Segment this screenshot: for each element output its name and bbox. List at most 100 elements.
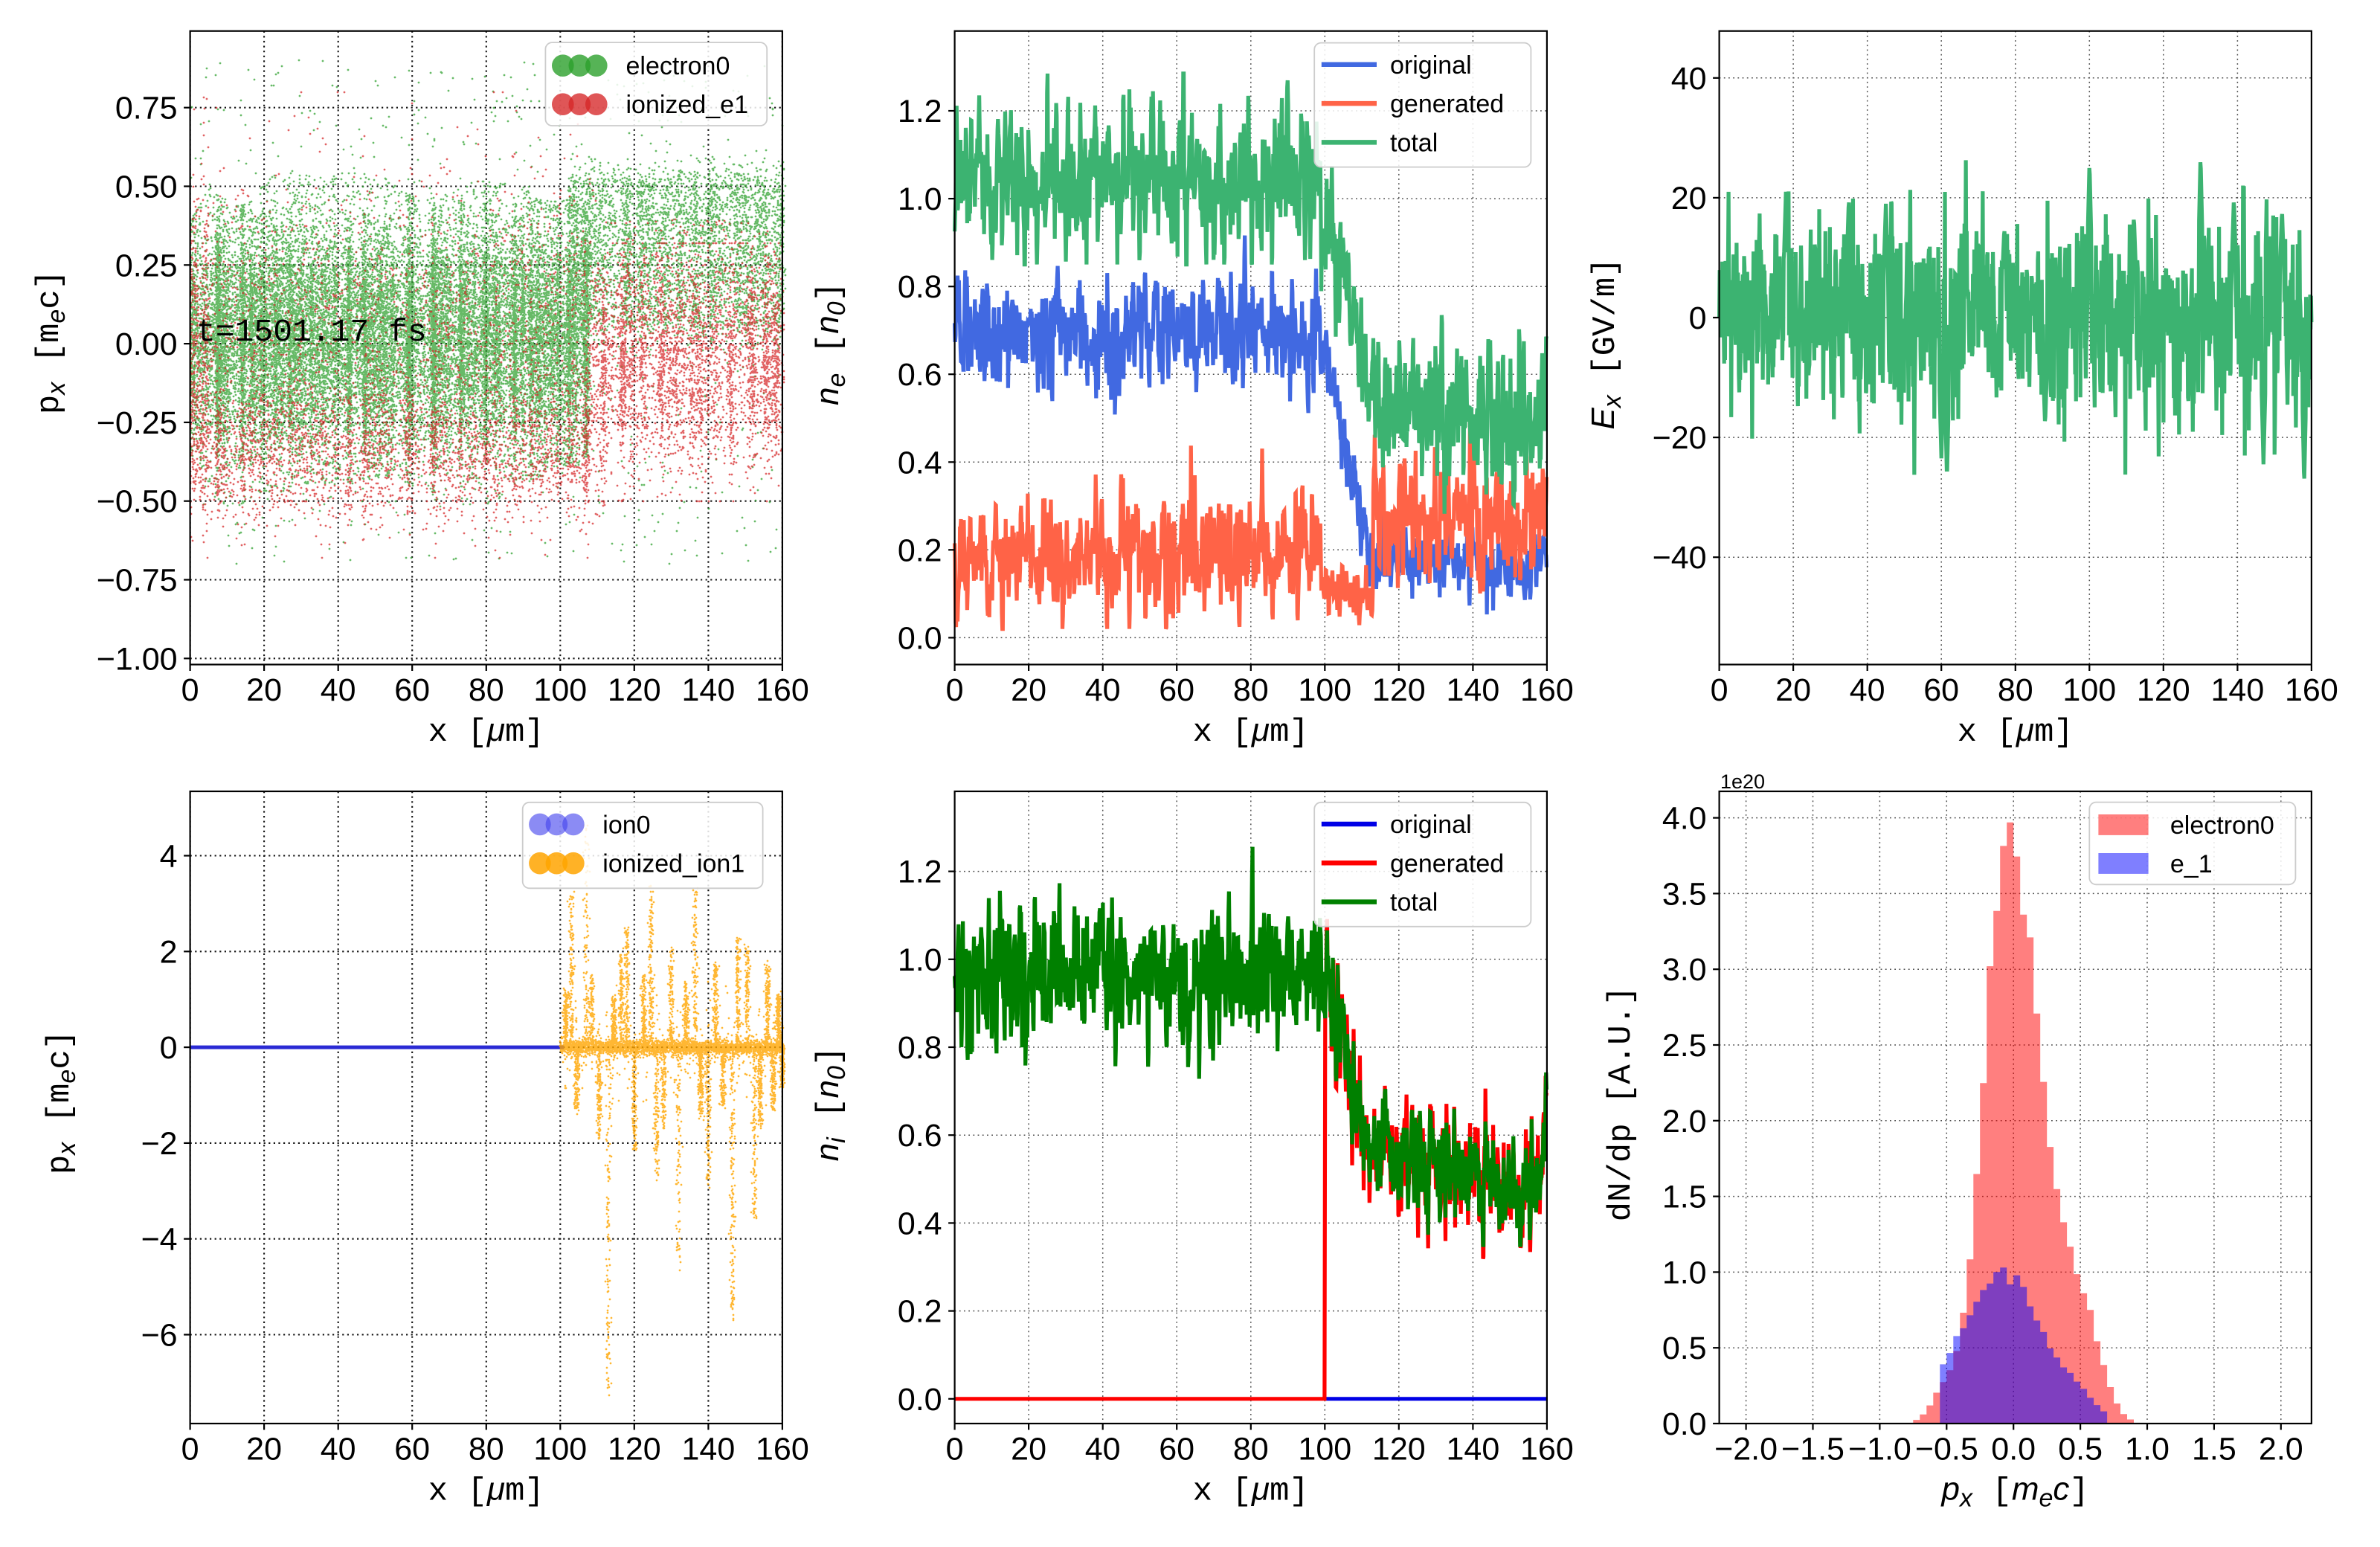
svg-text:x [μm]: x [μm] bbox=[1193, 1471, 1309, 1511]
svg-text:0.2: 0.2 bbox=[898, 533, 942, 568]
svg-text:140: 140 bbox=[1447, 1432, 1500, 1467]
svg-text:−0.50: −0.50 bbox=[97, 484, 178, 520]
svg-text:0.0: 0.0 bbox=[898, 620, 942, 656]
svg-text:60: 60 bbox=[394, 1432, 430, 1467]
svg-text:60: 60 bbox=[394, 672, 430, 708]
svg-text:−0.75: −0.75 bbox=[97, 563, 178, 599]
svg-text:160: 160 bbox=[1520, 672, 1574, 708]
svg-text:electron0: electron0 bbox=[626, 52, 730, 80]
svg-text:0: 0 bbox=[181, 672, 199, 708]
svg-text:4.0: 4.0 bbox=[1662, 801, 1707, 837]
svg-text:−1.5: −1.5 bbox=[1781, 1432, 1844, 1467]
svg-text:80: 80 bbox=[1233, 1432, 1269, 1467]
svg-text:0.2: 0.2 bbox=[898, 1294, 942, 1330]
svg-text:electron0: electron0 bbox=[2170, 811, 2274, 840]
svg-text:20: 20 bbox=[246, 672, 282, 708]
svg-text:original: original bbox=[1390, 811, 1472, 839]
svg-text:ionized_ion1: ionized_ion1 bbox=[602, 850, 744, 878]
svg-text:80: 80 bbox=[1998, 672, 2033, 708]
svg-text:ion0: ion0 bbox=[602, 811, 650, 839]
svg-text:120: 120 bbox=[608, 1432, 661, 1467]
svg-text:x [μm]: x [μm] bbox=[428, 712, 544, 751]
svg-text:total: total bbox=[1390, 889, 1438, 917]
svg-text:ionized_e1: ionized_e1 bbox=[626, 91, 748, 119]
svg-text:20: 20 bbox=[1671, 181, 1707, 216]
svg-text:x [μm]: x [μm] bbox=[428, 1471, 544, 1511]
svg-text:original: original bbox=[1390, 51, 1472, 80]
svg-text:0.8: 0.8 bbox=[898, 269, 942, 305]
svg-text:20: 20 bbox=[1011, 672, 1046, 708]
svg-text:0.8: 0.8 bbox=[898, 1030, 942, 1066]
svg-text:3.5: 3.5 bbox=[1662, 876, 1707, 912]
svg-text:generated: generated bbox=[1390, 90, 1504, 118]
svg-text:ni [n0]: ni [n0] bbox=[809, 1046, 851, 1162]
svg-text:total: total bbox=[1390, 129, 1438, 157]
svg-text:120: 120 bbox=[608, 672, 661, 708]
svg-text:0.4: 0.4 bbox=[898, 1206, 942, 1241]
svg-text:−1.00: −1.00 bbox=[97, 641, 178, 677]
svg-text:160: 160 bbox=[1520, 1432, 1574, 1467]
svg-text:120: 120 bbox=[1372, 1432, 1426, 1467]
svg-text:2.5: 2.5 bbox=[1662, 1028, 1707, 1064]
svg-text:−4: −4 bbox=[141, 1222, 178, 1258]
svg-text:0.6: 0.6 bbox=[898, 357, 942, 393]
svg-text:140: 140 bbox=[682, 1432, 736, 1467]
svg-text:100: 100 bbox=[533, 672, 587, 708]
svg-text:0: 0 bbox=[160, 1030, 178, 1066]
svg-text:2.0: 2.0 bbox=[2259, 1432, 2303, 1467]
svg-text:1.5: 1.5 bbox=[1662, 1180, 1707, 1215]
svg-text:t=1501.17 fs: t=1501.17 fs bbox=[196, 314, 427, 350]
svg-text:0: 0 bbox=[1689, 300, 1707, 336]
svg-text:160: 160 bbox=[756, 672, 809, 708]
svg-text:0.4: 0.4 bbox=[898, 445, 942, 480]
svg-text:1.0: 1.0 bbox=[2125, 1432, 2170, 1467]
svg-text:140: 140 bbox=[682, 672, 736, 708]
svg-text:80: 80 bbox=[469, 1432, 504, 1467]
svg-text:20: 20 bbox=[246, 1432, 282, 1467]
svg-text:0.5: 0.5 bbox=[2058, 1432, 2103, 1467]
svg-text:40: 40 bbox=[321, 672, 356, 708]
svg-text:1e20: 1e20 bbox=[1720, 771, 1765, 793]
svg-text:1.2: 1.2 bbox=[898, 855, 942, 890]
svg-text:0.50: 0.50 bbox=[115, 170, 178, 205]
svg-text:2: 2 bbox=[160, 934, 178, 970]
svg-text:140: 140 bbox=[2211, 672, 2265, 708]
svg-text:120: 120 bbox=[2137, 672, 2190, 708]
svg-text:−0.25: −0.25 bbox=[97, 405, 178, 441]
svg-text:0: 0 bbox=[181, 1432, 199, 1467]
svg-text:60: 60 bbox=[1159, 1432, 1194, 1467]
svg-text:100: 100 bbox=[2062, 672, 2116, 708]
svg-text:x [μm]: x [μm] bbox=[1958, 712, 2074, 751]
svg-text:−2.0: −2.0 bbox=[1714, 1432, 1778, 1467]
svg-text:−6: −6 bbox=[141, 1318, 178, 1354]
svg-text:4: 4 bbox=[160, 839, 178, 875]
svg-text:0: 0 bbox=[946, 672, 964, 708]
svg-text:3.0: 3.0 bbox=[1662, 952, 1707, 988]
svg-text:0.25: 0.25 bbox=[115, 248, 178, 283]
svg-text:80: 80 bbox=[469, 672, 504, 708]
svg-text:dN/dp [A.U.]: dN/dp [A.U.] bbox=[1603, 986, 1640, 1222]
svg-text:e_1: e_1 bbox=[2170, 850, 2213, 878]
svg-text:160: 160 bbox=[756, 1432, 809, 1467]
svg-text:0.0: 0.0 bbox=[898, 1382, 942, 1418]
svg-text:60: 60 bbox=[1923, 672, 1959, 708]
svg-text:0.0: 0.0 bbox=[1662, 1406, 1707, 1442]
svg-text:20: 20 bbox=[1011, 1432, 1046, 1467]
svg-text:1.2: 1.2 bbox=[898, 94, 942, 129]
svg-text:−2: −2 bbox=[141, 1126, 178, 1162]
svg-text:x [μm]: x [μm] bbox=[1193, 712, 1309, 751]
svg-text:80: 80 bbox=[1233, 672, 1269, 708]
svg-text:0.5: 0.5 bbox=[1662, 1331, 1707, 1366]
svg-text:−40: −40 bbox=[1653, 540, 1707, 576]
svg-text:1.0: 1.0 bbox=[898, 181, 942, 217]
svg-text:40: 40 bbox=[1850, 672, 1885, 708]
svg-text:Ex [GV/m]: Ex [GV/m] bbox=[1585, 257, 1627, 429]
svg-text:1.5: 1.5 bbox=[2192, 1432, 2236, 1467]
svg-text:1.0: 1.0 bbox=[898, 942, 942, 978]
svg-text:0: 0 bbox=[1711, 672, 1728, 708]
svg-text:0.6: 0.6 bbox=[898, 1118, 942, 1154]
svg-text:−1.0: −1.0 bbox=[1848, 1432, 1911, 1467]
svg-text:40: 40 bbox=[1085, 672, 1121, 708]
svg-text:2.0: 2.0 bbox=[1662, 1104, 1707, 1139]
svg-text:100: 100 bbox=[1298, 672, 1351, 708]
